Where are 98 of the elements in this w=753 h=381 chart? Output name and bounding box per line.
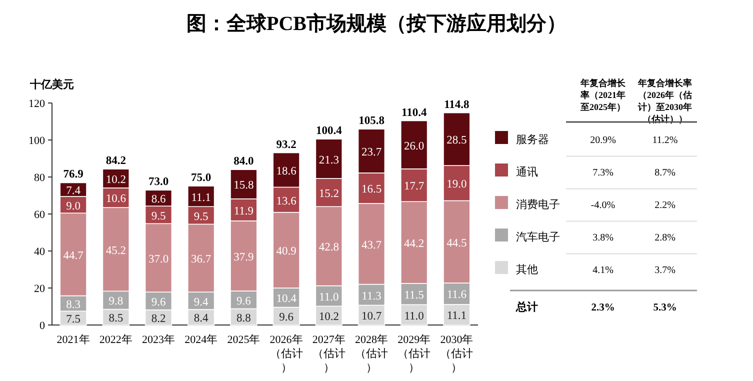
- data-label: 7.5: [66, 314, 81, 326]
- text: 3.8%: [592, 232, 614, 244]
- x-tick-label: 2026年（估计）: [270, 334, 303, 374]
- text: 3.7%: [654, 265, 676, 276]
- total-label: 76.9: [63, 168, 84, 181]
- x-tick-label: 2029年（估计）: [398, 334, 431, 374]
- data-label: 36.7: [191, 254, 212, 266]
- x-tick-label: 2022年: [99, 334, 132, 346]
- data-label: 8.2: [151, 312, 166, 325]
- data-label: 9.6: [279, 312, 294, 324]
- data-label: 11.6: [446, 289, 467, 302]
- total-label: 73.0: [148, 176, 169, 188]
- y-tick-label: 60: [34, 209, 46, 221]
- y-tick-label: 100: [28, 135, 46, 147]
- text: 7.3%: [592, 168, 614, 178]
- chart-title: 图：全球PCB市场规模（按下游应用划分）: [186, 12, 566, 35]
- total-label: 84.2: [106, 155, 126, 168]
- data-label: 45.2: [106, 244, 126, 257]
- data-label: 15.2: [318, 188, 340, 200]
- text: 2.3%: [591, 302, 615, 314]
- x-tick-label: 2030年（估计）: [440, 334, 474, 374]
- data-label: 7.4: [66, 185, 81, 198]
- data-label: 9.5: [194, 210, 209, 223]
- total-label: 100.4: [316, 125, 342, 138]
- total-label: 84.0: [234, 156, 254, 168]
- data-label: 8.5: [108, 312, 124, 325]
- data-label: 10.7: [361, 310, 382, 323]
- data-label: 43.7: [361, 239, 382, 252]
- y-tick-label: 120: [28, 98, 46, 110]
- data-label: 9.0: [66, 200, 81, 212]
- total-label: 93.2: [276, 138, 297, 151]
- data-label: 44.5: [446, 237, 468, 250]
- data-label: 11.9: [234, 205, 254, 218]
- data-label: 8.8: [236, 312, 252, 324]
- x-tick-label: 2027年（估计）: [312, 334, 346, 374]
- x-tick-label: 2023年: [142, 334, 175, 346]
- text: -4.0%: [590, 200, 616, 211]
- text: 20.9%: [590, 135, 616, 146]
- text: 8.7%: [654, 168, 676, 178]
- data-label: 37.0: [148, 253, 169, 266]
- data-label: 28.5: [446, 134, 468, 147]
- data-label: 11.3: [362, 290, 382, 302]
- data-label: 13.6: [276, 195, 297, 208]
- data-label: 11.1: [191, 192, 212, 204]
- data-label: 10.2: [106, 174, 126, 186]
- legend-label: 汽车电子: [516, 230, 560, 244]
- data-label: 10.4: [276, 293, 297, 306]
- data-label: 44.2: [404, 238, 424, 250]
- legend-label: 消费电子: [516, 198, 560, 211]
- data-label: 44.7: [63, 250, 84, 262]
- x-tick-label: 2025年: [227, 334, 260, 346]
- data-label: 21.3: [318, 154, 340, 166]
- data-label: 11.0: [319, 291, 339, 304]
- text: 总计: [515, 300, 538, 314]
- data-label: 10.2: [318, 311, 340, 324]
- data-label: 40.9: [276, 246, 297, 258]
- data-label: 23.7: [361, 146, 382, 159]
- data-label: 15.8: [234, 180, 254, 192]
- total-label: 114.8: [444, 98, 470, 111]
- y-axis-title: 十亿美元: [29, 78, 74, 91]
- data-label: 42.8: [318, 242, 340, 254]
- x-tick-label: 2024年: [184, 334, 218, 346]
- data-label: 19.0: [446, 178, 468, 191]
- data-label: 11.1: [446, 310, 467, 322]
- data-label: 18.6: [276, 165, 297, 178]
- data-label: 9.6: [236, 295, 252, 308]
- data-label: 9.6: [151, 296, 166, 308]
- data-label: 8.6: [151, 194, 166, 206]
- legend-label: 通讯: [516, 166, 538, 178]
- y-tick-label: 20: [34, 283, 46, 295]
- legend-label: 其他: [516, 263, 538, 276]
- text: 2.2%: [654, 200, 676, 211]
- x-tick-label: 2021年: [56, 334, 90, 346]
- text: 11.2%: [652, 135, 678, 146]
- text: 5.3%: [653, 302, 677, 314]
- legend-label: 服务器: [516, 134, 549, 146]
- data-label: 26.0: [404, 140, 424, 152]
- x-tick-label: 2028年（估计）: [355, 334, 388, 374]
- data-label: 8.4: [194, 312, 209, 325]
- data-label: 9.5: [151, 210, 166, 222]
- data-label: 9.4: [194, 296, 209, 308]
- data-label: 8.3: [66, 298, 81, 311]
- total-label: 105.8: [358, 115, 385, 128]
- data-label: 11.0: [404, 310, 424, 322]
- total-label: 75.0: [191, 172, 212, 184]
- data-label: 37.9: [234, 251, 254, 264]
- y-tick-label: 40: [34, 246, 46, 258]
- text: 2.8%: [654, 232, 676, 244]
- total-label: 110.4: [401, 106, 427, 119]
- data-label: 11.5: [404, 290, 424, 302]
- text: 年复合增长率（2021年至2025年）: [580, 78, 626, 112]
- text: 4.1%: [592, 265, 614, 276]
- data-label: 10.6: [106, 193, 126, 206]
- y-tick-label: 0: [40, 320, 46, 332]
- y-tick-label: 80: [34, 172, 46, 184]
- data-label: 9.8: [108, 296, 124, 308]
- data-label: 17.7: [404, 180, 424, 193]
- data-label: 16.5: [361, 184, 382, 196]
